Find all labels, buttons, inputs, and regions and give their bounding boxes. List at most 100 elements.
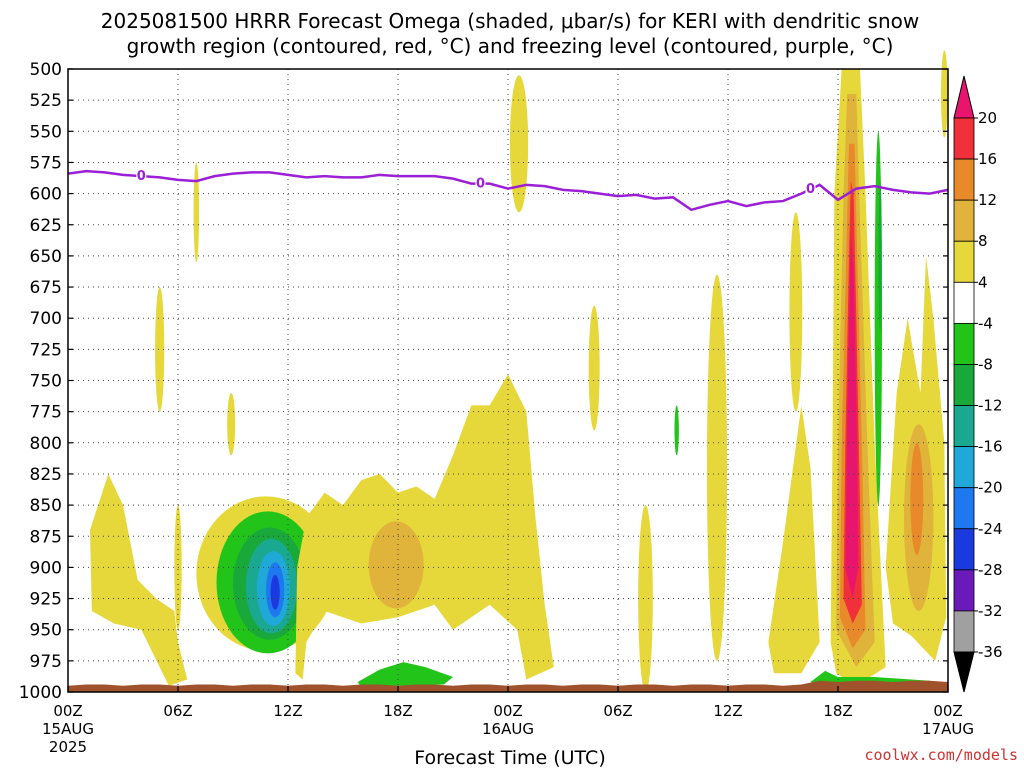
omega-region xyxy=(845,230,859,599)
y-tick-label: 900 xyxy=(30,558,62,578)
colorbar-segment xyxy=(953,322,975,365)
colorbar-segment xyxy=(953,405,975,448)
x-tick-date-label: 15AUG xyxy=(42,720,94,738)
y-tick-label: 525 xyxy=(30,91,62,111)
omega-region xyxy=(588,305,600,431)
x-axis-label: Forecast Time (UTC) xyxy=(414,747,605,768)
omega-region xyxy=(155,287,165,412)
colorbar-label: -20 xyxy=(978,479,1003,497)
colorbar-label: -32 xyxy=(978,602,1003,620)
colorbar-segment xyxy=(953,487,975,530)
omega-region xyxy=(357,662,453,688)
omega-region xyxy=(295,374,554,680)
colorbar-label: -36 xyxy=(978,643,1003,661)
omega-region xyxy=(789,212,803,412)
x-tick-label: 00Z xyxy=(493,702,522,720)
colorbar-label: 12 xyxy=(978,191,997,209)
freezing-label-bg xyxy=(136,168,147,183)
colorbar-label: -16 xyxy=(978,438,1003,456)
colorbar-segment xyxy=(953,610,975,653)
freezing-level-label: 0 xyxy=(137,169,146,184)
freezing-level-line xyxy=(67,169,949,212)
y-tick-label: 675 xyxy=(30,278,62,298)
freezing-label-bg xyxy=(805,181,816,196)
colorbar-label: -4 xyxy=(978,314,993,332)
y-tick-label: 600 xyxy=(30,185,62,205)
x-tick-year-label: 2025 xyxy=(49,738,87,756)
omega-region xyxy=(270,574,280,610)
x-tick-label: 00Z xyxy=(53,702,82,720)
omega-region xyxy=(509,75,529,213)
y-tick-label: 875 xyxy=(30,527,62,547)
omega-region xyxy=(878,181,882,331)
colorbar-label: -12 xyxy=(978,397,1003,415)
omega-region xyxy=(90,473,188,686)
y-tick-label: 650 xyxy=(30,247,62,267)
colorbar-label: 20 xyxy=(978,109,997,127)
credit-text: coolwx.com/models xyxy=(864,746,1018,764)
colorbar-label: 16 xyxy=(978,150,997,168)
omega-region xyxy=(941,50,948,138)
omega-region xyxy=(193,162,200,263)
y-tick-label: 725 xyxy=(30,340,62,360)
omega-region xyxy=(638,505,653,692)
y-tick-label: 850 xyxy=(30,496,62,516)
colorbar-label: -24 xyxy=(978,520,1003,538)
y-tick-label: 1000 xyxy=(19,683,62,703)
colorbar-segment xyxy=(953,364,975,406)
colorbar-label: 4 xyxy=(978,273,988,291)
colorbar-segment xyxy=(953,199,975,242)
y-tick-label: 800 xyxy=(30,434,62,454)
colorbar-label: 8 xyxy=(978,232,988,250)
colorbar-segment xyxy=(953,240,975,283)
colorbar: 20 16 12 8 4 -4 -8 -12 -16 -20 -24 -28 -32 -36 xyxy=(953,75,1003,693)
colorbar-label: -8 xyxy=(978,355,993,373)
omega-region xyxy=(227,392,236,456)
x-tick-label: 06Z xyxy=(163,702,192,720)
colorbar-segment xyxy=(953,117,975,160)
y-tick-label: 550 xyxy=(30,122,62,142)
y-tick-label: 925 xyxy=(30,590,62,610)
freezing-level-contour: 0 0 0 xyxy=(67,168,949,212)
colorbar-segment xyxy=(953,528,975,571)
freezing-level-label: 0 xyxy=(806,182,815,197)
colorbar-top-triangle xyxy=(953,75,975,119)
x-tick-label: 18Z xyxy=(823,702,852,720)
colorbar-bottom-triangle xyxy=(953,651,975,693)
omega-region xyxy=(910,442,924,555)
omega-region xyxy=(768,405,820,674)
x-tick-label: 06Z xyxy=(603,702,632,720)
colorbar-segment xyxy=(953,446,975,489)
grid-lines xyxy=(68,69,948,692)
y-axis-ticks: 500 525 550 575 600 625 650 675 700 725 750 775 800 8… xyxy=(19,60,948,703)
x-tick-date-label: 16AUG xyxy=(482,720,534,738)
chart-title-line1: 2025081500 HRRR Forecast Omega (shaded, … xyxy=(101,9,919,33)
x-tick-date-label: 17AUG xyxy=(922,720,974,738)
y-tick-label: 975 xyxy=(30,652,62,672)
y-tick-label: 950 xyxy=(30,621,62,641)
omega-region xyxy=(674,405,679,456)
x-tick-label: 12Z xyxy=(713,702,742,720)
y-tick-label: 825 xyxy=(30,465,62,485)
colorbar-label: -28 xyxy=(978,561,1003,579)
y-tick-label: 750 xyxy=(30,372,62,392)
freezing-label-bg xyxy=(475,175,486,190)
y-tick-label: 500 xyxy=(30,60,62,80)
colorbar-segment xyxy=(953,158,975,201)
colorbar-segment xyxy=(953,281,975,324)
omega-shading xyxy=(90,50,948,692)
y-tick-label: 575 xyxy=(30,153,62,173)
colorbar-segment xyxy=(953,569,975,612)
freezing-level-label: 0 xyxy=(476,177,485,192)
x-tick-label: 18Z xyxy=(383,702,412,720)
omega-region xyxy=(706,274,728,661)
x-tick-label: 12Z xyxy=(273,702,302,720)
y-tick-label: 625 xyxy=(30,216,62,236)
omega-region xyxy=(368,521,424,609)
x-tick-label: 00Z xyxy=(933,702,962,720)
y-tick-label: 775 xyxy=(30,403,62,423)
chart-title-line2: growth region (contoured, red, °C) and f… xyxy=(127,34,894,58)
y-tick-label: 700 xyxy=(30,309,62,329)
